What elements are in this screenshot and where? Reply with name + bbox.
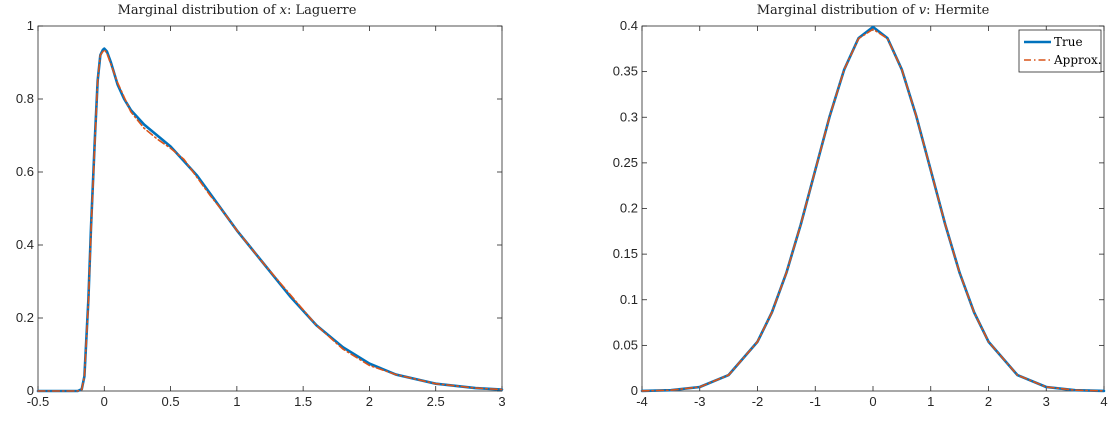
plot-area [641,25,1105,392]
x-tick-label: 1 [233,394,240,409]
chart-title: Marginal distribution of v: Hermite [757,3,990,18]
x-tick-label: -1 [809,394,821,409]
y-tick-label: 0.3 [620,109,638,124]
x-tick-label: -0.5 [27,394,49,409]
legend-label: True [1054,35,1083,49]
title-prefix: Marginal distribution of [118,3,280,18]
y-tick-label: 0.15 [613,246,638,261]
chart-title: Marginal distribution of x: Laguerre [118,3,357,18]
y-tick-label: 0.2 [16,310,34,325]
chart-laguerre: Marginal distribution of x: Laguerre -0.… [16,3,506,409]
tick-layer: -0.5 0 0.5 1 1.5 2 2.5 300.20.40.60.81 [16,18,506,409]
series-line-approx [37,48,503,392]
y-tick-label: 0 [27,383,34,398]
y-tick-label: 0.6 [16,164,34,179]
legend-label: Approx. [1053,53,1102,67]
plot-area [37,25,503,392]
title-suffix: : Laguerre [287,3,357,18]
title-suffix: : Hermite [926,3,989,18]
y-tick-label: 1 [27,18,34,33]
x-tick-label: 2.5 [427,394,445,409]
series-line-approx [641,28,1105,392]
x-tick-label: 1 [927,394,934,409]
y-tick-label: 0.8 [16,91,34,106]
x-tick-label: 3 [498,394,505,409]
series-layer [36,47,504,393]
y-tick-label: 0.05 [613,337,638,352]
x-tick-label: 1.5 [294,394,312,409]
x-tick-label: -3 [694,394,706,409]
title-prefix: Marginal distribution of [757,3,919,18]
x-tick-label: 0 [869,394,876,409]
x-tick-label: 2 [366,394,373,409]
chart-hermite: Marginal distribution of v: Hermite -4 -3… [613,3,1108,409]
y-tick-label: 0.35 [613,64,638,79]
y-tick-label: 0.1 [620,292,638,307]
title-variable: x [280,3,288,18]
x-tick-label: -4 [636,394,648,409]
y-tick-label: 0.25 [613,155,638,170]
y-tick-label: 0.4 [620,18,638,33]
x-tick-label: 2 [985,394,992,409]
x-tick-label: 3 [1043,394,1050,409]
title-variable: v [919,3,927,18]
x-tick-label: 0.5 [162,394,180,409]
y-tick-label: 0 [631,383,638,398]
series-layer [640,25,1106,393]
legend-box [1018,29,1102,73]
tick-layer: -4 -3 -2 -1 0 1 2 3 4 0 0.05 0.1 0.15 0.2 0.25 0.3 0.35 0… [613,18,1108,409]
x-tick-label: 0 [101,394,108,409]
x-tick-label: 4 [1100,394,1107,409]
y-tick-label: 0.4 [16,237,34,252]
x-tick-label: -2 [752,394,764,409]
y-tick-label: 0.2 [620,201,638,216]
legend: True Approx. [1018,29,1102,73]
